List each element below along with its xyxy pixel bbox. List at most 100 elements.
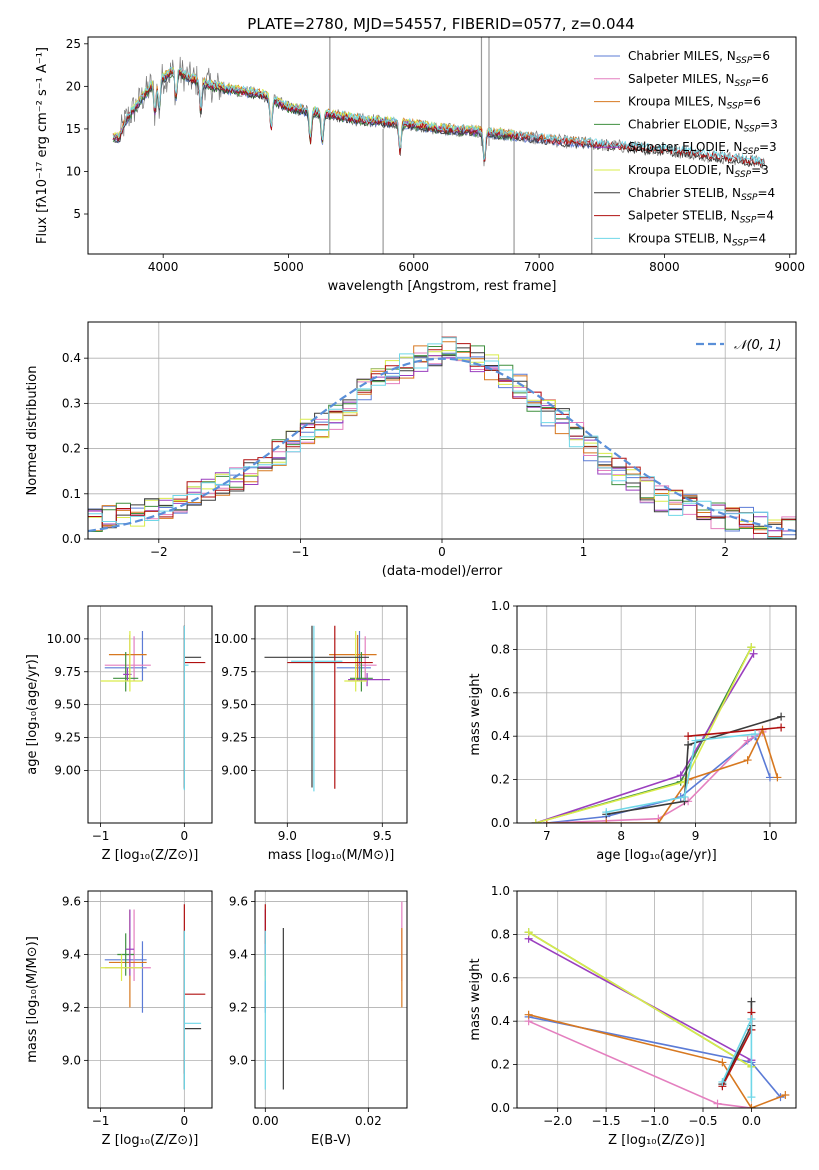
axes-frame bbox=[87, 36, 797, 255]
y-tick-label: 9.00 bbox=[54, 763, 81, 777]
legend-subscript: SSP bbox=[744, 124, 761, 134]
mass-weight-point bbox=[602, 808, 611, 817]
legend-label: 𝒩(0, 1) bbox=[734, 338, 781, 353]
x-axis-label: E(B-V) bbox=[311, 1133, 351, 1148]
gaussian-curve bbox=[88, 357, 796, 533]
axes-frame bbox=[87, 605, 213, 824]
y-tick-label: 10.00 bbox=[47, 632, 81, 646]
mass-weight-point bbox=[765, 773, 774, 782]
y-tick-label: 20 bbox=[66, 79, 81, 93]
x-tick-label: −1.0 bbox=[640, 1114, 669, 1128]
legend-label: Chabrier ELODIE, NSSP=3 bbox=[628, 117, 778, 134]
x-axis-label: (data-model)/error bbox=[382, 564, 503, 579]
y-tick-label: 0.6 bbox=[491, 686, 510, 700]
legend-label: Kroupa STELIB, NSSP=4 bbox=[628, 231, 766, 248]
y-tick-label: 10.00 bbox=[214, 632, 248, 646]
y-tick-label: 9.00 bbox=[221, 763, 248, 777]
legend-label: Salpeter STELIB, NSSP=4 bbox=[628, 209, 774, 226]
mass-weight-point bbox=[531, 819, 540, 823]
y-axis-label: age [log₁₀(age/yr)] bbox=[25, 654, 40, 775]
y-axis-label: Flux [fλ10⁻¹⁷ erg cm⁻² s⁻¹ A⁻¹] bbox=[35, 47, 50, 244]
mass-weight-point bbox=[743, 756, 752, 765]
mass-weight-point bbox=[743, 736, 752, 745]
x-tick-label: 0.00 bbox=[252, 1114, 279, 1128]
mass-weight-line bbox=[546, 727, 779, 823]
legend-value: =3 bbox=[760, 117, 778, 131]
mass-weight-point bbox=[680, 792, 689, 801]
mass-weight-point bbox=[654, 819, 663, 823]
y-tick-label: 0.2 bbox=[491, 773, 510, 787]
x-axis-label: mass [log₁₀(M/M⊙)] bbox=[268, 848, 395, 863]
panel-mass-weight-vs-age: 7 8 9 10 0.0 0.2 0.4 0.6 0.8 1.0 age [log₁₀(age/yr… bbox=[468, 599, 797, 863]
mass-weight-point bbox=[747, 1015, 756, 1024]
y-tick-label: 15 bbox=[66, 122, 81, 136]
legend-label: Chabrier MILES, NSSP=6 bbox=[628, 49, 770, 66]
x-tick-label: 10 bbox=[762, 829, 777, 843]
mass-weight-point bbox=[751, 730, 760, 739]
panel-mass-vs-Z: −1 0 9.0 9.2 9.4 9.6 Z [log₁₀(Z/Z⊙)] mass [log₁… bbox=[25, 890, 213, 1148]
legend-value: =6 bbox=[743, 95, 761, 109]
mass-weight-point bbox=[691, 736, 700, 745]
y-tick-label: 9.2 bbox=[62, 1000, 81, 1014]
y-tick-label: 0.8 bbox=[491, 927, 510, 941]
y-tick-label: 9.0 bbox=[229, 1053, 248, 1067]
legend-label: Salpeter MILES, NSSP=6 bbox=[628, 72, 769, 89]
legend-value: =4 bbox=[758, 186, 776, 200]
figure-title: PLATE=2780, MJD=54557, FIBERID=0577, z=0… bbox=[247, 15, 634, 33]
axes-frame bbox=[516, 890, 797, 1109]
y-tick-label: 0.2 bbox=[491, 1058, 510, 1072]
mass-weight-point bbox=[773, 773, 782, 782]
model-spectrum-line bbox=[112, 69, 515, 162]
mass-weight-point bbox=[524, 928, 533, 937]
x-tick-label: −1 bbox=[92, 1114, 110, 1128]
mass-weight-line bbox=[606, 733, 756, 813]
panel-mass-vs-EBV: 0.00 0.02 9.0 9.2 9.4 9.6 E(B-V) bbox=[229, 890, 408, 1148]
y-tick-label: 1.0 bbox=[491, 884, 510, 898]
x-tick-label: 9.0 bbox=[278, 829, 297, 843]
mass-weight-point bbox=[781, 1090, 790, 1099]
panel-age-vs-Z: −1 0 9.00 9.25 9.50 9.75 10.00 Z [log₁₀(Z/Z⊙)] a… bbox=[25, 605, 213, 863]
y-tick-label: 1.0 bbox=[491, 599, 510, 613]
y-tick-label: 9.6 bbox=[229, 895, 248, 909]
mass-weight-point bbox=[718, 1058, 727, 1067]
y-axis-label: mass weight bbox=[468, 673, 483, 755]
residual-histogram bbox=[88, 347, 796, 529]
y-tick-label: 0.8 bbox=[491, 642, 510, 656]
legend-subscript: SSP bbox=[735, 170, 752, 180]
y-tick-label: 9.25 bbox=[221, 731, 248, 745]
x-tick-label: 4000 bbox=[148, 260, 179, 274]
mass-weight-point bbox=[777, 712, 786, 721]
y-tick-label: 10 bbox=[66, 164, 81, 178]
y-tick-label: 9.6 bbox=[62, 895, 81, 909]
y-tick-label: 0.0 bbox=[491, 816, 510, 830]
mass-weight-point bbox=[684, 740, 693, 749]
residual-histogram bbox=[88, 350, 796, 539]
mass-weight-point bbox=[747, 1093, 756, 1102]
plot-area-mass-weight-vs-Z bbox=[524, 928, 790, 1108]
x-tick-label: 9.5 bbox=[373, 829, 392, 843]
plot-area-mass-vs-Z bbox=[100, 904, 206, 1090]
plot-area-age-vs-Z bbox=[100, 625, 206, 791]
x-tick-label: −1 bbox=[92, 829, 110, 843]
panel-residuals: −2 −1 0 1 2 0.0 0.1 0.2 0.3 0.4 (data-model)/error… bbox=[25, 321, 797, 579]
y-tick-label: 9.4 bbox=[62, 948, 81, 962]
y-axis-label: Normed distribution bbox=[25, 366, 40, 496]
x-tick-label: 0.02 bbox=[355, 1114, 382, 1128]
mass-weight-point bbox=[602, 819, 611, 823]
legend-label: Kroupa ELODIE, NSSP=3 bbox=[628, 163, 769, 180]
axes-frame bbox=[516, 605, 797, 824]
model-spectrum-line bbox=[112, 66, 765, 165]
x-tick-label: −2 bbox=[150, 545, 168, 559]
y-axis-label: mass [log₁₀(M/M⊙)] bbox=[25, 936, 40, 1063]
legend-subscript: SSP bbox=[736, 56, 753, 66]
mass-weight-point bbox=[524, 1010, 533, 1019]
y-tick-label: 25 bbox=[66, 37, 81, 51]
plot-area-mass-vs-EBV bbox=[264, 901, 403, 1090]
legend-value: =4 bbox=[748, 231, 766, 245]
legend-value: =3 bbox=[751, 163, 769, 177]
y-tick-label: 0.2 bbox=[62, 442, 81, 456]
y-tick-label: 0.1 bbox=[62, 487, 81, 501]
legend-subscript: SSP bbox=[740, 216, 757, 226]
plot-area-spectrum bbox=[112, 37, 766, 254]
